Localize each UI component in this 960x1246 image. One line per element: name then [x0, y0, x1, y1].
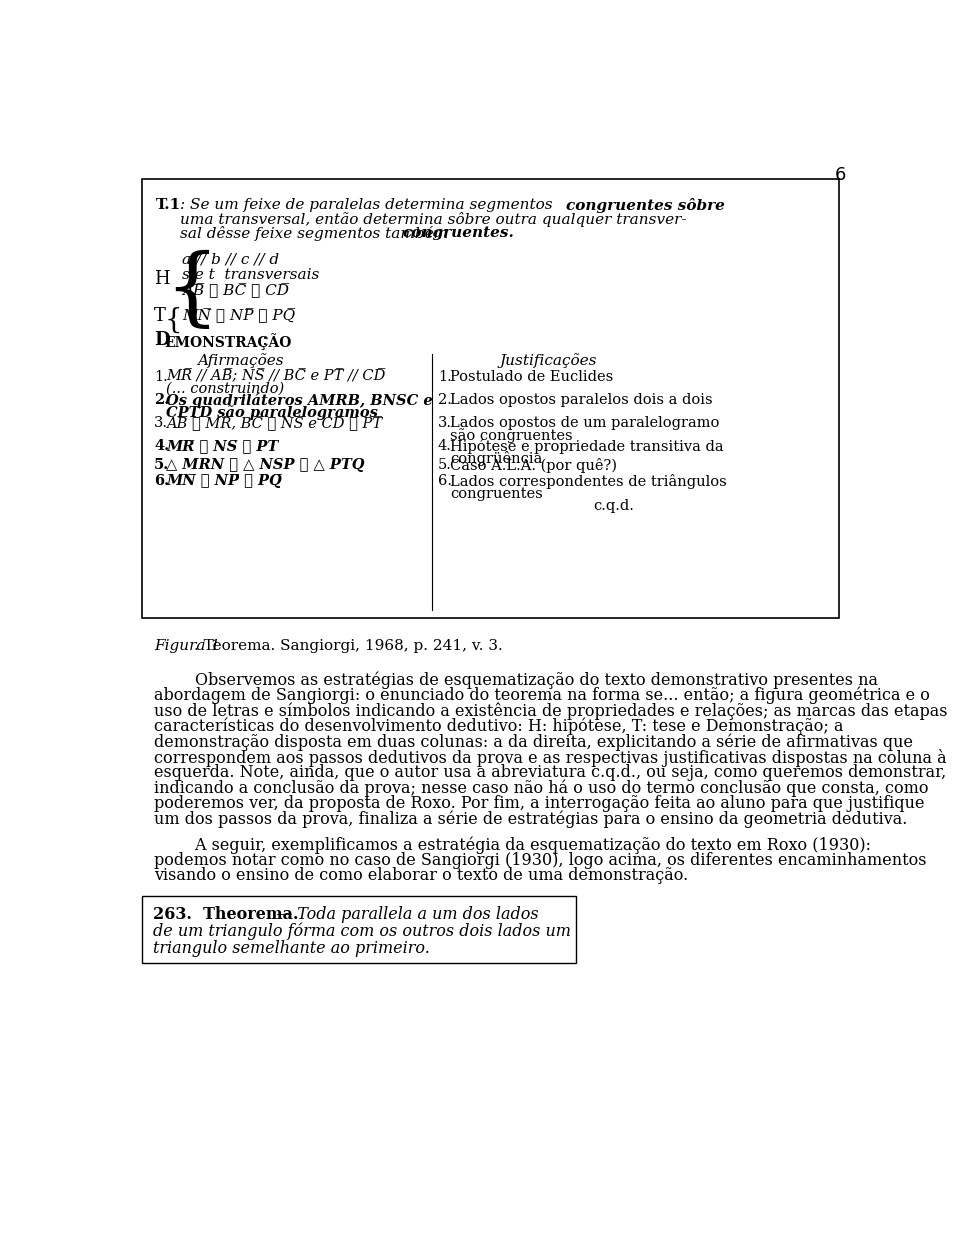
Text: demonstração disposta em duas colunas: a da direita, explicitando a série de afi: demonstração disposta em duas colunas: a… [155, 733, 913, 750]
FancyBboxPatch shape [142, 896, 576, 963]
Text: triangulo semelhante ao primeiro.: triangulo semelhante ao primeiro. [153, 939, 429, 957]
Text: correspondem aos passos dedutivos da prova e as respectivas justificativas dispo: correspondem aos passos dedutivos da pro… [155, 749, 947, 766]
Text: 4.: 4. [438, 439, 451, 454]
Text: Figura 1: Figura 1 [155, 639, 220, 653]
Text: D: D [155, 331, 170, 349]
Text: indicando a conclusão da prova; nesse caso não há o uso do termo conclusão que c: indicando a conclusão da prova; nesse ca… [155, 780, 928, 797]
Text: uma transversal, então determina sôbre outra qualquer transver-: uma transversal, então determina sôbre o… [180, 212, 687, 227]
Text: 2.: 2. [438, 392, 451, 407]
Text: T.1: T.1 [156, 198, 180, 212]
Text: — Toda parallela a um dos lados: — Toda parallela a um dos lados [271, 906, 539, 922]
Text: CPTD são paralelogramos: CPTD são paralelogramos [166, 405, 378, 420]
Text: congruentes.: congruentes. [403, 226, 515, 239]
Text: △ MRN ≅ △ NSP ≅ △ PTQ: △ MRN ≅ △ NSP ≅ △ PTQ [166, 457, 365, 471]
FancyBboxPatch shape [142, 178, 839, 618]
Text: Afirmações: Afirmações [198, 353, 284, 368]
Text: T: T [155, 307, 166, 325]
Text: 1.: 1. [155, 370, 168, 384]
Text: s e t  transversais: s e t transversais [182, 268, 320, 282]
Text: congrüência: congrüência [450, 451, 542, 466]
Text: 6.: 6. [155, 475, 169, 488]
Text: congruentes sôbre: congruentes sôbre [565, 198, 725, 213]
Text: :: : [261, 331, 267, 349]
Text: H: H [155, 269, 170, 288]
Text: . Teorema. Sangiorgi, 1968, p. 241, v. 3.: . Teorema. Sangiorgi, 1968, p. 241, v. 3… [194, 639, 503, 653]
Text: Caso A.L.A. (por quê?): Caso A.L.A. (por quê?) [450, 457, 617, 472]
Text: visando o ensino de como elaborar o texto de uma demonstração.: visando o ensino de como elaborar o text… [155, 867, 688, 885]
Text: Lados opostos paralelos dois a dois: Lados opostos paralelos dois a dois [450, 392, 712, 407]
Text: Postulado de Euclides: Postulado de Euclides [450, 370, 613, 384]
Text: de um triangulo fórma com os outros dois lados um: de um triangulo fórma com os outros dois… [153, 922, 570, 939]
Text: MR̅ // AB̅; NS̅ // BC̅ e PT̅ // CD̅: MR̅ // AB̅; NS̅ // BC̅ e PT̅ // CD̅ [166, 370, 386, 384]
Text: 3.: 3. [155, 416, 168, 430]
Text: 263.  Theorema.: 263. Theorema. [153, 906, 298, 922]
Text: A seguir, exemplificamos a estratégia da esquematização do texto em Roxo (1930):: A seguir, exemplificamos a estratégia da… [155, 836, 871, 854]
Text: poderemos ver, da proposta de Roxo. Por fim, a interrogação feita ao aluno para : poderemos ver, da proposta de Roxo. Por … [155, 795, 924, 812]
Text: {: { [164, 307, 181, 334]
Text: Os quadriláteros AMRB, BNSC e: Os quadriláteros AMRB, BNSC e [166, 392, 433, 407]
Text: MR̅ ≅ NS̅ ≅ PT̅: MR̅ ≅ NS̅ ≅ PT̅ [166, 439, 278, 454]
Text: : Se um feixe de paralelas determina segmentos: : Se um feixe de paralelas determina seg… [180, 198, 558, 212]
Text: Justificações: Justificações [500, 353, 597, 368]
Text: podemos notar como no caso de Sangiorgi (1930), logo acima, os diferentes encami: podemos notar como no caso de Sangiorgi … [155, 852, 926, 868]
Text: 1.: 1. [438, 370, 451, 384]
Text: sal dêsse feixe segmentos também: sal dêsse feixe segmentos também [180, 226, 453, 240]
Text: 2.: 2. [155, 392, 169, 407]
Text: Hipótese e propriedade transitiva da: Hipótese e propriedade transitiva da [450, 439, 724, 454]
Text: Lados opostos de um paralelogramo: Lados opostos de um paralelogramo [450, 416, 720, 430]
Text: esquerda. Note, ainda, que o autor usa a abreviatura c.q.d., ou seja, como quere: esquerda. Note, ainda, que o autor usa a… [155, 764, 947, 781]
Text: 5.: 5. [155, 457, 169, 471]
Text: 3.: 3. [438, 416, 452, 430]
Text: c.q.d.: c.q.d. [592, 500, 634, 513]
Text: MN̅ ≅ NP̅ ≅ PQ̅: MN̅ ≅ NP̅ ≅ PQ̅ [166, 475, 282, 488]
Text: abordagem de Sangiorgi: o enunciado do teorema na forma se... então; a figura ge: abordagem de Sangiorgi: o enunciado do t… [155, 687, 930, 704]
Text: a // b // c // d: a // b // c // d [182, 253, 279, 267]
Text: EMONSTRAÇÃO: EMONSTRAÇÃO [164, 334, 292, 350]
Text: {: { [164, 249, 219, 333]
Text: MN̅ ≅ NP̅ ≅ PQ̅: MN̅ ≅ NP̅ ≅ PQ̅ [182, 308, 295, 323]
Text: (... construindo): (... construindo) [166, 383, 285, 396]
Text: 6.: 6. [438, 475, 452, 488]
Text: Lados correspondentes de triângulos: Lados correspondentes de triângulos [450, 475, 727, 490]
Text: 6: 6 [835, 167, 847, 184]
Text: um dos passos da prova, finaliza a série de estratégias para o ensino da geometr: um dos passos da prova, finaliza a série… [155, 810, 907, 827]
Text: 4.: 4. [155, 439, 169, 454]
Text: AB̅ ≅ BC̅ ≅ CD̅: AB̅ ≅ BC̅ ≅ CD̅ [182, 284, 289, 298]
Text: características do desenvolvimento dedutivo: H: hipótese, T: tese e Demonstração: características do desenvolvimento dedut… [155, 718, 844, 735]
Text: uso de letras e símbolos indicando a existência de propriedades e relações; as m: uso de letras e símbolos indicando a exi… [155, 703, 948, 720]
Text: congruentes: congruentes [450, 487, 543, 501]
Text: são congruentes: são congruentes [450, 429, 573, 444]
Text: AB̅ ≅ MR̅, BC̅ ≅ NS̅ e CD̅ ≅ PT̅: AB̅ ≅ MR̅, BC̅ ≅ NS̅ e CD̅ ≅ PT̅ [166, 416, 383, 431]
Text: Observemos as estratégias de esquematização do texto demonstrativo presentes na: Observemos as estratégias de esquematiza… [155, 672, 878, 689]
Text: 5.: 5. [438, 457, 451, 471]
